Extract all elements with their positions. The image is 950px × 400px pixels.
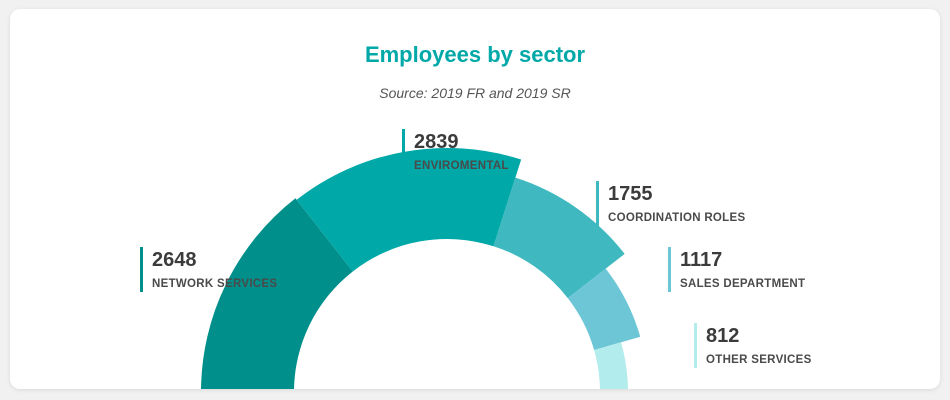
chart-title: Employees by sector [364,42,586,67]
data-label-value: 2648 [152,249,197,271]
label-enviromental: 2839 ENVIROMENTAL [402,129,509,174]
label-sales-department: 1117 SALES DEPARTMENT [668,247,805,292]
slice-other-services[interactable] [594,342,628,389]
slice-enviromental[interactable] [296,148,522,272]
label-marker [402,129,405,174]
slice-sales-department[interactable] [567,268,641,350]
data-label-name: COORDINATION ROLES [608,212,745,224]
data-label-value: 2839 [414,131,459,153]
donut-chart: 2648 NETWORK SERVICES 2839 ENVIROMENTAL 1755… [140,129,812,389]
label-marker [140,247,143,292]
label-marker [694,323,697,368]
slice-coordination-roles[interactable] [493,177,625,299]
label-marker [596,181,599,226]
data-label-value: 1117 [680,249,722,271]
slice-network-services[interactable] [201,198,353,389]
data-label-name: SALES DEPARTMENT [680,278,805,290]
label-other-services: 812 OTHER SERVICES [694,323,812,368]
chart-subtitle: Source: 2019 FR and 2019 SR [379,85,571,101]
data-label-name: NETWORK SERVICES [152,278,277,290]
data-label-name: OTHER SERVICES [706,354,812,366]
data-label-value: 1755 [608,183,653,205]
data-label-value: 812 [706,325,739,347]
chart-card: Employees by sector Source: 2019 FR and … [10,9,940,389]
label-marker [668,247,671,292]
label-network-services: 2648 NETWORK SERVICES [140,247,277,292]
label-coordination-roles: 1755 COORDINATION ROLES [596,181,745,226]
data-label-name: ENVIROMENTAL [414,160,509,172]
